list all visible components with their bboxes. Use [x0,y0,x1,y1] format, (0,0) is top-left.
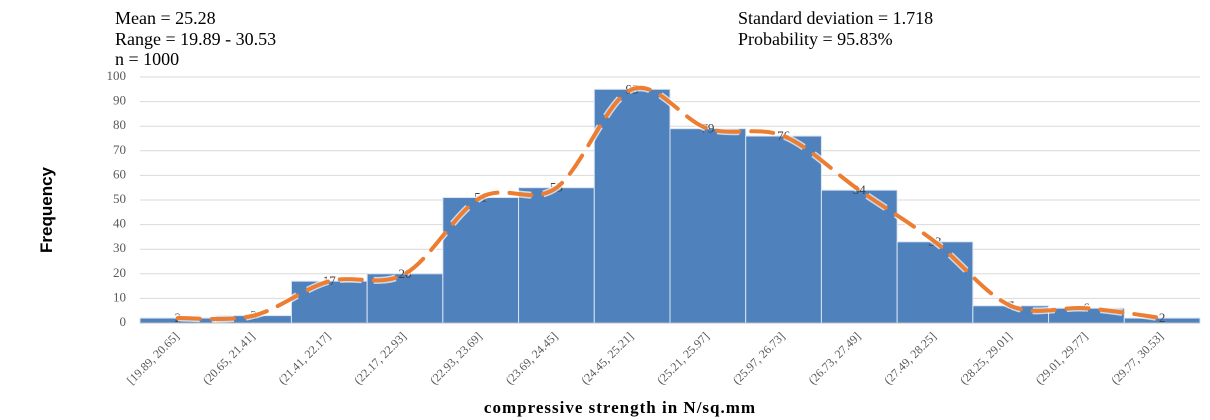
bar [896,241,974,324]
y-tick-label: 10 [113,289,126,304]
x-tick-label: (27.49, 28.25] [881,329,939,387]
y-tick-label: 20 [113,265,126,280]
trend-line [175,85,1165,322]
y-tick-label: 40 [113,216,126,231]
annotation: Standard deviation = 1.718 [738,8,933,28]
y-tick-label: 30 [113,240,126,255]
y-tick-label: 100 [107,68,127,83]
y-tick-label: 90 [113,93,126,108]
x-tick-label: (21.41, 22.17] [275,329,333,387]
bar [442,197,520,324]
x-tick-label: (28.25, 29.01] [957,329,1015,387]
x-tick-label: (25.97, 26.73] [730,329,788,387]
x-tick-label: (24.45, 25.21] [578,329,636,387]
y-tick-label: 70 [113,142,126,157]
x-tick-label: (26.73, 27.49] [805,329,863,387]
y-axis-label: Frequency [37,166,56,253]
x-tick-label: (20.65, 21.41] [200,329,258,387]
x-tick-label: (29.77, 30.53] [1108,329,1166,387]
annotation: Mean = 25.28 [115,8,216,28]
x-tick-label: (22.17, 22.93] [351,329,409,387]
bar [669,128,747,324]
bar [518,187,595,324]
y-tick-label: 80 [113,117,126,132]
bar [593,88,671,324]
y-tick-label: 50 [113,191,126,206]
x-tick-label: (25.21, 25.97] [654,329,712,387]
bar [745,135,822,324]
y-tick-label: 60 [113,166,126,181]
x-tick-label: [19.89, 20.65] [124,329,182,387]
bar [820,189,898,324]
annotation: n = 1000 [115,49,179,69]
data-label: 2 [1159,310,1166,325]
x-tick-label: (22.93, 23.69] [427,329,485,387]
x-tick-label: (29.01, 29.77] [1033,329,1091,387]
annotation: Probability = 95.83% [738,29,893,49]
annotation: Range = 19.89 - 30.53 [115,29,276,49]
x-axis-label: compressive strength in N/sq.mm [484,398,756,417]
y-tick-label: 0 [120,314,127,329]
x-tick-label: (23.69, 24.45] [503,329,561,387]
